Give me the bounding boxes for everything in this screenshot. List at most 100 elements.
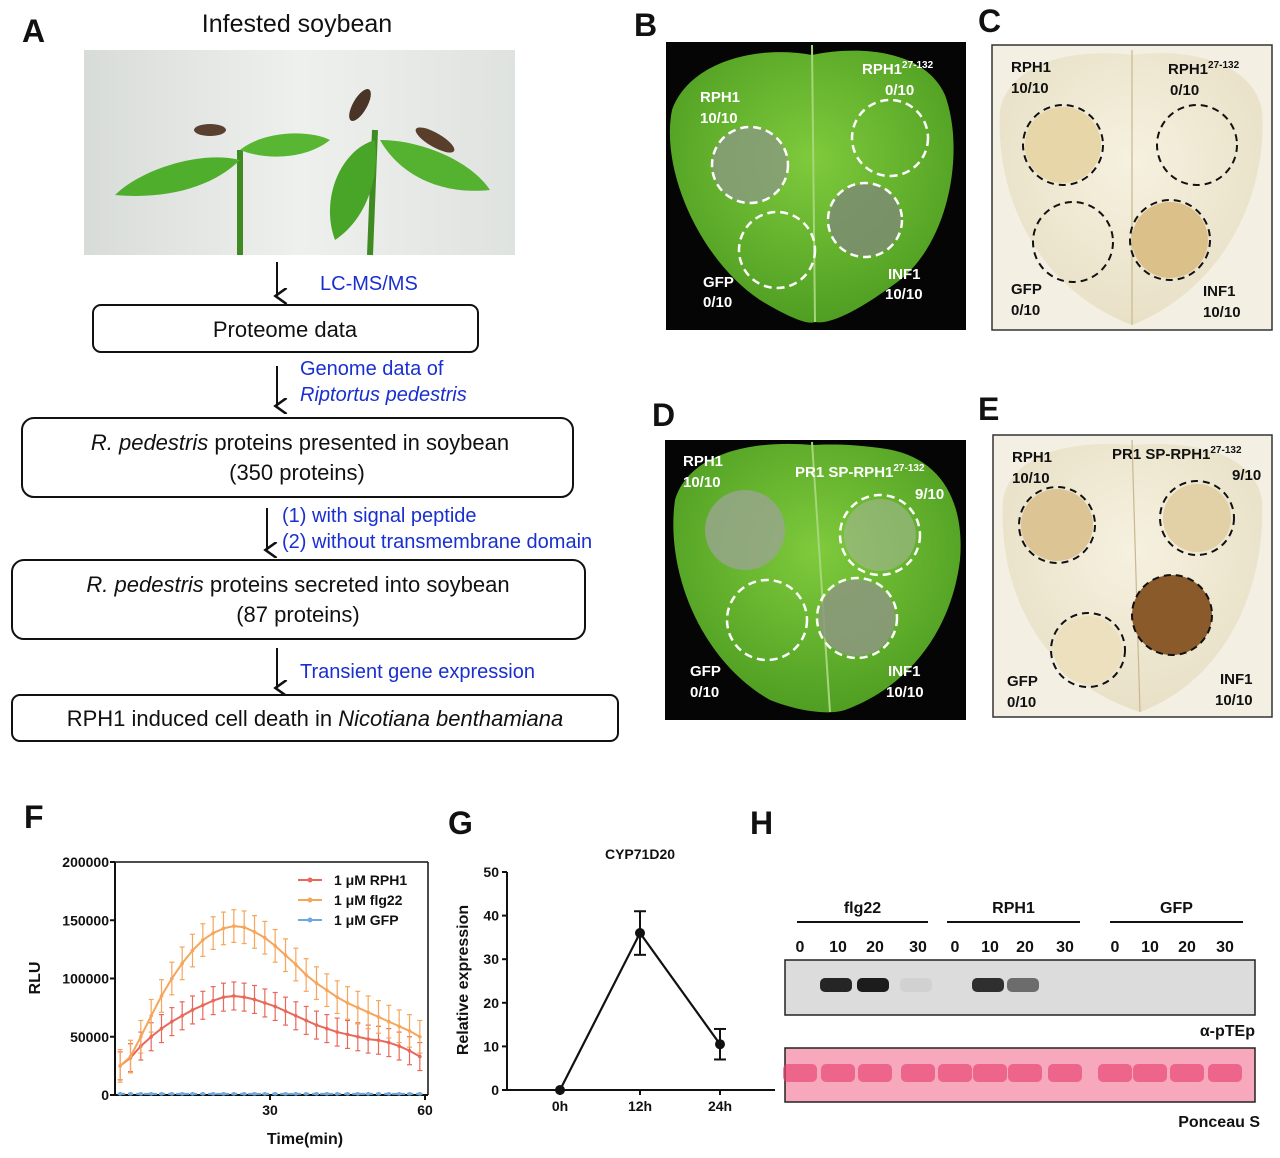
group-label: flg22	[844, 900, 881, 917]
step-signal-peptide: (1) with signal peptide	[282, 505, 477, 527]
lane-label: 20	[1016, 939, 1034, 956]
data-point	[180, 1013, 184, 1018]
ponceau-band	[1098, 1064, 1132, 1082]
data-point	[149, 1034, 153, 1039]
box-cell-death-text: RPH1 induced cell death in Nicotiana ben…	[67, 706, 564, 731]
box-cell-death	[11, 694, 619, 742]
label-sp-rph1-trunc: PR1 SP-RPH127-132	[795, 463, 925, 481]
step-genome-species: Riptortus pedestris	[300, 384, 467, 406]
data-point	[283, 1092, 288, 1096]
data-point	[325, 988, 329, 992]
score-gfp: 0/10	[703, 294, 732, 311]
data-point	[387, 1092, 391, 1096]
data-point	[118, 1092, 122, 1096]
data-point	[139, 1092, 143, 1096]
box-secreted-line1: R. pedestris proteins secreted into soyb…	[86, 572, 509, 597]
data-point	[283, 953, 288, 957]
data-point	[294, 1013, 298, 1018]
soybean-photo	[84, 50, 515, 256]
series-1	[117, 909, 423, 1083]
label-inf1: INF1	[888, 266, 921, 283]
box-presented-proteins	[21, 417, 574, 498]
data-point	[242, 1092, 246, 1096]
western-blot: α-pTEp Ponceau S flg22 RPH1 GFP 0 10 20 30 0 10 2…	[783, 900, 1260, 1131]
group-label: GFP	[1160, 900, 1193, 917]
y-axis-label: Relative expression	[455, 905, 472, 1055]
data-point	[211, 998, 215, 1003]
score-inf1: 10/10	[885, 286, 923, 303]
panel-label-e: E	[978, 391, 999, 427]
data-point	[252, 930, 257, 934]
y-tick-label: 50	[483, 864, 499, 880]
data-point	[273, 944, 277, 948]
step-genome: Genome data of	[300, 358, 444, 380]
data-point	[387, 1040, 391, 1045]
label-gfp: GFP	[703, 274, 734, 291]
ponceau-band	[901, 1064, 935, 1082]
data-point	[376, 1092, 381, 1096]
data-point	[149, 1092, 153, 1096]
data-point	[387, 1019, 391, 1024]
lane-label: 30	[1216, 939, 1234, 956]
series-0	[117, 981, 423, 1081]
step-lcmsms: LC-MS/MS	[320, 273, 418, 295]
data-point	[555, 1085, 565, 1095]
panel-label-a: A	[22, 13, 45, 49]
data-point	[159, 1026, 164, 1031]
chart-title: CYP71D20	[605, 846, 675, 862]
panel-label-b: B	[634, 7, 657, 43]
label-gfp: GFP	[1011, 281, 1042, 298]
box-proteome-text: Proteome data	[213, 317, 358, 342]
ponceau-band	[821, 1064, 855, 1082]
protein-band	[820, 978, 852, 992]
data-point	[190, 1092, 195, 1096]
ponceau-band	[1008, 1064, 1042, 1082]
data-point	[418, 1034, 422, 1039]
data-point	[273, 1004, 277, 1009]
data-point	[325, 1092, 329, 1096]
score-inf1: 10/10	[1215, 692, 1253, 709]
legend-label: 1 μM GFP	[334, 912, 399, 928]
score-gfp: 0/10	[1007, 694, 1036, 711]
x-tick-label: 0h	[552, 1098, 568, 1114]
data-point	[335, 1092, 339, 1096]
protein-band	[1007, 978, 1039, 992]
y-tick-label: 40	[483, 908, 499, 924]
data-point	[221, 1092, 226, 1096]
protein-band	[972, 978, 1004, 992]
data-point	[242, 925, 246, 930]
data-point	[376, 1015, 381, 1019]
data-point	[221, 995, 226, 999]
panel-label-g: G	[448, 805, 473, 841]
lane-label: 20	[866, 939, 884, 956]
y-axis-label: RLU	[27, 962, 44, 995]
score-rph1-trunc: 0/10	[885, 82, 914, 99]
panel-label-c: C	[978, 3, 1001, 39]
cleared-leaf-photo-e	[992, 434, 1273, 718]
label-inf1: INF1	[1203, 283, 1236, 300]
ponceau-band	[1048, 1064, 1082, 1082]
box-proteome-data	[92, 304, 479, 353]
data-point	[407, 1048, 412, 1053]
label-rph1-trunc: RPH127-132	[862, 60, 934, 78]
x-tick-label: 60	[417, 1102, 433, 1118]
ponceau-band	[783, 1064, 817, 1082]
data-point	[366, 1092, 370, 1096]
data-point	[304, 973, 308, 977]
data-point	[418, 1092, 422, 1096]
data-point	[263, 935, 267, 940]
label-rph1: RPH1	[1011, 59, 1051, 76]
data-point	[407, 1029, 412, 1033]
data-point	[366, 1037, 370, 1041]
step-no-tm: (2) without transmembrane domain	[282, 531, 592, 553]
loading-label: Ponceau S	[1178, 1114, 1260, 1131]
protein-band	[900, 978, 932, 992]
box-presented-line2: (350 proteins)	[229, 460, 365, 485]
data-point	[211, 931, 215, 935]
lane-label: 30	[909, 939, 927, 956]
data-point	[407, 1092, 412, 1096]
score-gfp: 0/10	[690, 684, 719, 701]
data-point	[345, 1032, 350, 1037]
ponceau-band	[858, 1064, 892, 1082]
